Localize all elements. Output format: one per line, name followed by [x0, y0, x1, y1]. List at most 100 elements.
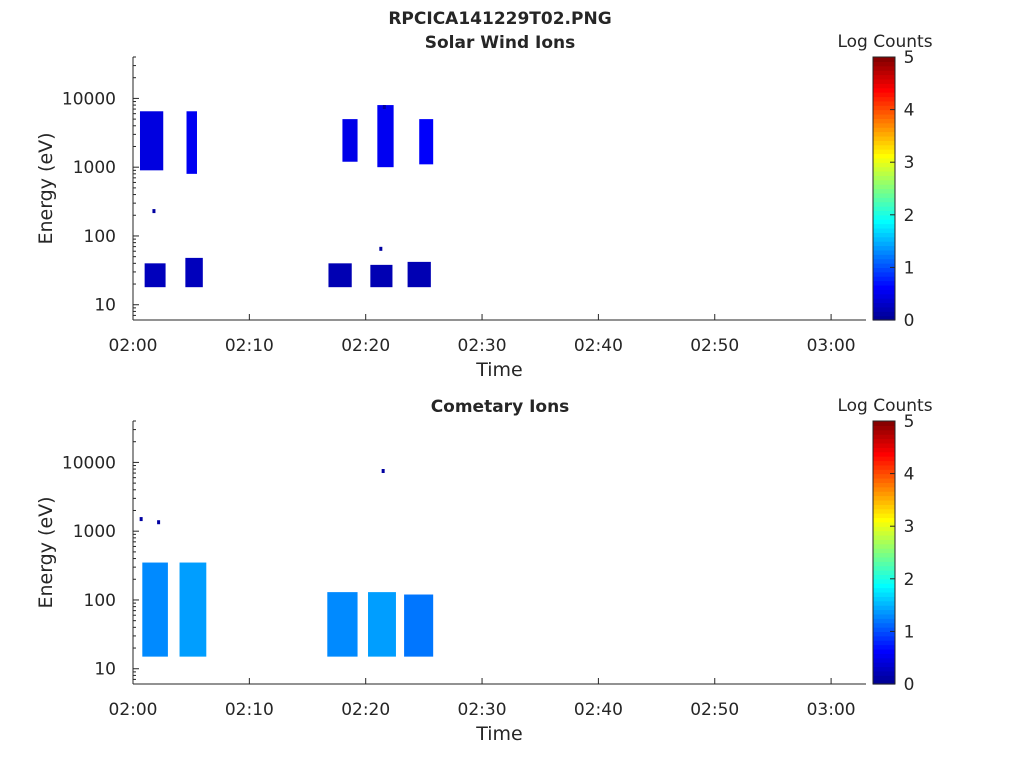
colorbar-label: Log Counts: [837, 32, 932, 52]
colorbar-segment: [873, 517, 895, 523]
colorbar-tick-label: 4: [904, 101, 915, 121]
colorbar-segment: [873, 578, 895, 584]
colorbar-segment: [873, 65, 895, 71]
x-tick-label: 02:20: [341, 336, 390, 356]
colorbar-segment: [873, 543, 895, 549]
colorbar-segment: [873, 113, 895, 119]
count-point: [157, 520, 161, 525]
colorbar-segment: [873, 298, 895, 304]
x-tick-label: 02:00: [109, 700, 158, 720]
x-tick-label: 02:30: [458, 700, 507, 720]
colorbar-segment: [873, 214, 895, 220]
colorbar-segment: [873, 315, 895, 321]
colorbar-segment: [873, 241, 895, 247]
colorbar-segment: [873, 670, 895, 676]
colorbar-segment: [873, 429, 895, 435]
x-tick-label: 02:50: [690, 700, 739, 720]
colorbar-segment: [873, 74, 895, 80]
colorbar-segment: [873, 87, 895, 93]
colorbar-segment: [873, 482, 895, 488]
colorbar-segment: [873, 613, 895, 619]
colorbar-segment: [873, 206, 895, 212]
x-tick-label: 03:00: [807, 336, 856, 356]
colorbar-segment: [873, 122, 895, 128]
x-tick-label: 02:50: [690, 336, 739, 356]
colorbar-segment: [873, 442, 895, 448]
colorbar-segment: [873, 556, 895, 562]
colorbar-segment: [873, 219, 895, 225]
colorbar-segment: [873, 267, 895, 273]
colorbar-segment: [873, 434, 895, 440]
colorbar-segment: [873, 149, 895, 155]
colorbar-segment: [873, 591, 895, 597]
colorbar-segment: [873, 118, 895, 124]
x-tick-label: 02:10: [225, 700, 274, 720]
cometary-panel: Cometary Ions 02:00 02:10 02:20 02:30 02:40 0…: [35, 396, 933, 745]
count-point: [379, 246, 383, 251]
colorbar-segment: [873, 92, 895, 98]
colorbar-segment: [873, 675, 895, 681]
y-tick-label: 10000: [62, 453, 116, 473]
colorbar-segment: [873, 574, 895, 580]
colorbar-segment: [873, 477, 895, 483]
colorbar-segment: [873, 201, 895, 207]
colorbar-segment: [873, 438, 895, 444]
colorbar-segment: [873, 293, 895, 299]
colorbar-segment: [873, 258, 895, 264]
colorbar-tick-label: 5: [904, 412, 915, 432]
colorbar-segment: [873, 179, 895, 185]
colorbar-segment: [873, 188, 895, 194]
colorbar-segment: [873, 140, 895, 146]
colorbar-segment: [873, 627, 895, 632]
colorbar-tick-label: 4: [904, 465, 915, 485]
colorbar-tick-label: 1: [904, 622, 915, 642]
colorbar-tick-label: 2: [904, 570, 915, 590]
colorbar-segment: [873, 565, 895, 571]
colorbar-segment: [873, 227, 895, 233]
x-tick-label: 02:40: [574, 336, 623, 356]
colorbar-tick-label: 0: [904, 311, 915, 331]
colorbar-segment: [873, 491, 895, 497]
colorbar-segment: [873, 421, 895, 426]
colorbar-segment: [873, 280, 895, 286]
colorbar-label: Log Counts: [837, 396, 932, 416]
x-tick-label: 02:30: [458, 336, 507, 356]
colorbar-segment: [873, 526, 895, 532]
x-axis-label: Time: [475, 359, 523, 381]
count-block: [139, 111, 164, 171]
colorbar-segment: [873, 144, 895, 150]
colorbar-segment: [873, 70, 895, 76]
count-point: [382, 105, 386, 110]
count-block: [144, 263, 166, 288]
colorbar-segment: [873, 552, 895, 558]
y-tick-label: 10: [94, 296, 116, 316]
colorbar-segment: [873, 561, 895, 567]
colorbar-segment: [873, 236, 895, 242]
count-block: [186, 111, 197, 174]
colorbar-tick-label: 1: [904, 258, 915, 278]
x-axis-label: Time: [475, 723, 523, 745]
plot-area: [133, 57, 866, 320]
colorbar-segment: [873, 469, 895, 475]
colorbar-segment: [873, 447, 895, 453]
colorbar-segment: [873, 61, 895, 67]
colorbar-segment: [873, 302, 895, 308]
colorbar-segment: [873, 271, 895, 277]
colorbar-segment: [873, 249, 895, 255]
count-point: [152, 209, 156, 214]
count-block: [407, 261, 431, 288]
y-tick-label: 10000: [62, 89, 116, 109]
colorbar-segment: [873, 284, 895, 290]
colorbar-segment: [873, 109, 895, 115]
count-block: [142, 562, 168, 657]
colorbar-segment: [873, 605, 895, 611]
colorbar-segment: [873, 644, 895, 650]
y-tick-label: 100: [84, 227, 116, 247]
colorbar-segment: [873, 570, 895, 576]
solar-wind-panel: Solar Wind Ions 02:00 02:10 02:20 02:30 02:4…: [35, 32, 933, 381]
colorbar-segment: [873, 166, 895, 172]
count-block: [419, 119, 434, 165]
colorbar-segment: [873, 648, 895, 654]
colorbar-segment: [873, 539, 895, 545]
colorbar-segment: [873, 635, 895, 641]
